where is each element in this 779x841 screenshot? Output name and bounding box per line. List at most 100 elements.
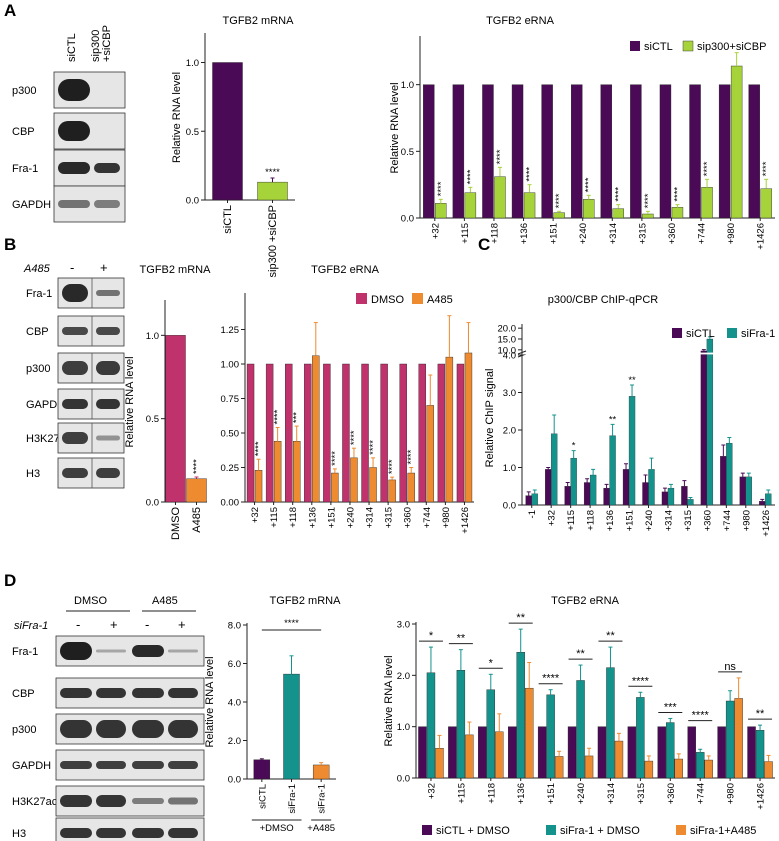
a-erna-bar-0-1 — [452, 84, 465, 219]
c-sig-4: ** — [609, 414, 617, 425]
c-bar-1-2 — [570, 457, 577, 506]
c-ytick-lo-label-1: 1.0 — [503, 463, 516, 474]
b-erna-sig-2: *** — [292, 412, 303, 423]
blot-d-band-0-2 — [132, 645, 164, 657]
blot-d-band-0-3 — [168, 649, 198, 653]
a-erna-bar-0-8 — [659, 84, 672, 219]
a-erna-bar-1-0 — [435, 203, 447, 219]
d-erna-xtick-label-11: +1426 — [756, 783, 767, 810]
blot-d-band-2-2 — [132, 720, 164, 738]
d-erna-sig-10: ns — [724, 661, 736, 673]
c-bar-0-4 — [603, 487, 610, 506]
chart-a-mrna: TGFB2 mRNA Relative RNA level 0.0 0.5 1.0 siC… — [171, 15, 295, 277]
d-erna-xtick-label-1: +115 — [456, 783, 467, 804]
b-erna-bar-0-10 — [437, 363, 446, 503]
c-bar-1-0 — [531, 493, 538, 506]
a-erna-bar-1-4 — [553, 212, 565, 219]
d-erna-bar-1-4 — [546, 694, 555, 779]
blot-a-row-label-1: CBP — [12, 126, 35, 138]
d-erna-sig-5: ** — [576, 648, 585, 660]
d-erna-legend-label-2: siFra-1+A485 — [690, 825, 756, 837]
c-legend-swatch-1 — [727, 328, 737, 338]
b-erna-xtick-label-6: +314 — [365, 507, 376, 528]
d-erna-bar-1-1 — [456, 670, 466, 779]
blot-d-row-label-4: H3K27ac — [12, 796, 58, 808]
a-mrna-ylabel: Relative RNA level — [171, 72, 183, 163]
b-erna-bar-1-4 — [331, 472, 339, 503]
c-xtick-label-9: +360 — [702, 510, 713, 531]
c-ytick-lo-label-0: 0.0 — [503, 501, 516, 512]
a-erna-sig-9: **** — [702, 161, 713, 176]
blot-d-group-dmso: DMSO — [74, 595, 107, 607]
c-xtick-label-8: +315 — [683, 510, 694, 531]
d-erna-sig-3: ** — [516, 612, 525, 624]
a-erna-bar-0-9 — [689, 84, 701, 219]
d-erna-bar-1-3 — [516, 652, 525, 779]
b-erna-title: TGFB2 eRNA — [311, 264, 380, 276]
b-erna-bar-1-7 — [388, 479, 396, 503]
blot-d-band-3-1 — [96, 761, 126, 769]
a-erna-bar-1-7 — [642, 213, 654, 219]
d-erna-bar-0-0 — [418, 726, 427, 779]
b-erna-legend-label-0: DMSO — [371, 294, 404, 306]
blot-d-band-4-0 — [60, 795, 92, 807]
blot-d-lane-mark-3: - — [145, 617, 149, 632]
b-erna-bar-0-1 — [265, 363, 274, 503]
b-erna-bar-1-6 — [369, 467, 377, 503]
a-erna-ytick-label-2: 1.0 — [401, 80, 414, 91]
blot-b-band-2-0 — [62, 361, 88, 375]
blot-d-band-3-3 — [168, 761, 198, 769]
a-erna-bar-0-3 — [511, 84, 524, 219]
d-erna-bar-2-4 — [554, 756, 564, 779]
c-xtick-label-11: +980 — [741, 510, 752, 531]
b-erna-bar-1-0 — [254, 470, 263, 503]
d-erna-bar-1-5 — [576, 680, 585, 779]
b-erna-ytick-label-2: 0.50 — [221, 429, 240, 440]
blot-d-row-label-3: GAPDH — [12, 760, 51, 772]
a-erna-xtick-label-6: +314 — [608, 223, 619, 244]
c-title: p300/CBP ChIP-qPCR — [548, 294, 659, 306]
c-bar-0-12 — [759, 501, 766, 506]
chart-b-mrna: TGFB2 mRNA Relative RNA level 0.0 0.5 1.0 DMS… — [124, 264, 211, 540]
a-erna-legend-swatch-0 — [630, 41, 640, 51]
panel-label-b: B — [4, 235, 16, 254]
a-erna-xtick-label-0: +32 — [430, 223, 441, 239]
c-bar-0-10 — [720, 456, 727, 506]
blot-a-band-1-0 — [58, 121, 90, 141]
a-erna-xtick-label-10: +980 — [726, 223, 737, 244]
a-mrna-xtick-label-0: siCTL — [222, 205, 234, 234]
d-mrna-ylabel: Relative RNA level — [204, 656, 216, 747]
chart-d-mrna: TGFB2 mRNA Relative RNA level 0.0 2.0 4.0 6.0… — [204, 595, 341, 834]
b-erna-bar-1-8 — [407, 472, 415, 503]
c-xtick-label-4: +136 — [605, 510, 616, 531]
a-erna-title: TGFB2 eRNA — [486, 15, 555, 27]
d-erna-ytick-label-1: 1.0 — [397, 722, 410, 733]
c-bar-0-3 — [583, 482, 591, 506]
c-xtick-label-5: +151 — [625, 510, 636, 531]
c-bar-1-9 — [706, 338, 714, 506]
a-erna-legend-label-1: sip300+siCBP — [697, 41, 766, 53]
blot-b-row-label-5: H3 — [26, 468, 40, 480]
d-erna-bar-0-6 — [597, 726, 607, 779]
c-bar-1-4 — [609, 435, 616, 506]
a-erna-bar-0-10 — [718, 84, 731, 219]
a-erna-bar-1-6 — [612, 208, 624, 219]
c-bar-1-5 — [628, 396, 636, 506]
d-mrna-bracket-sig: **** — [284, 618, 299, 629]
d-erna-sig-11: ** — [756, 708, 765, 720]
d-erna-bar-0-1 — [448, 726, 457, 779]
a-erna-bar-1-1 — [464, 192, 477, 219]
a-erna-bar-0-7 — [630, 84, 642, 219]
b-erna-bar-1-10 — [445, 356, 454, 503]
blot-d-band-1-0 — [60, 688, 92, 698]
a-erna-bar-1-10 — [730, 65, 743, 219]
blot-d-band-2-0 — [60, 720, 92, 738]
b-mrna-xtick-label-0: DMSO — [170, 507, 182, 540]
b-erna-bar-0-2 — [285, 363, 293, 503]
chart-b-erna: TGFB2 eRNA 0.00 0.25 0.50 0.75 1.00 1.25 +32 +11… — [221, 264, 474, 534]
d-erna-legend-label-1: siFra-1 + DMSO — [560, 825, 640, 837]
d-erna-xtick-label-8: +360 — [666, 783, 677, 804]
blot-a-band-2-0 — [58, 162, 90, 174]
